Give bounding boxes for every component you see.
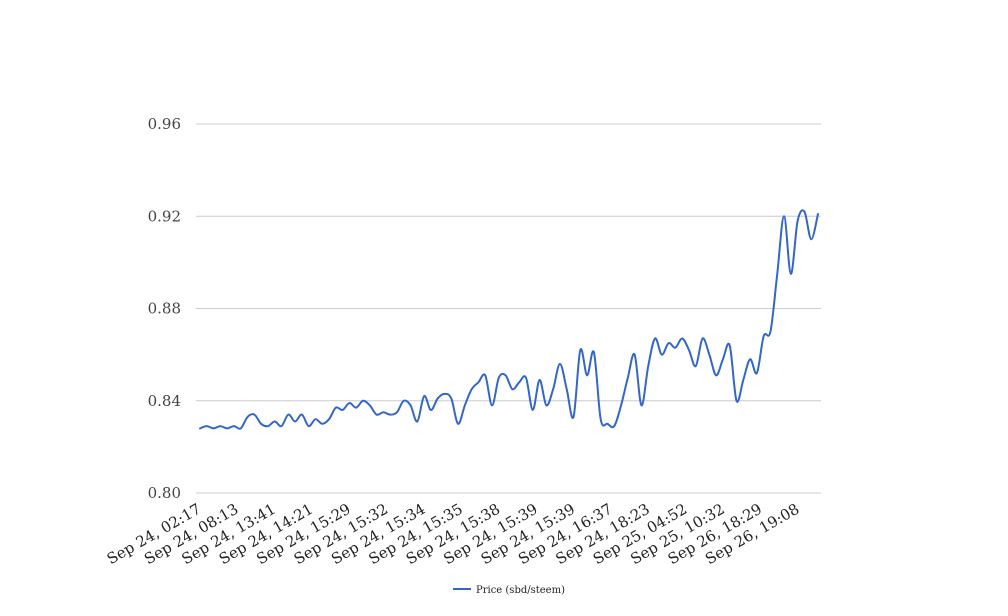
y-tick-label: 0.88 bbox=[148, 300, 181, 318]
legend-label-price: Price (sbd/steem) bbox=[476, 585, 565, 596]
y-tick-label: 0.84 bbox=[148, 392, 181, 410]
legend[interactable]: Price (sbd/steem) bbox=[453, 585, 565, 596]
y-tick-label: 0.92 bbox=[148, 207, 181, 225]
gridlines bbox=[196, 123, 821, 494]
series-line-price bbox=[199, 209, 819, 430]
y-tick-label: 0.96 bbox=[148, 115, 181, 133]
series-lines bbox=[199, 209, 819, 430]
y-axis-tick-labels: 0.80 0.84 0.88 0.92 0.96 bbox=[148, 115, 181, 502]
y-tick-label: 0.80 bbox=[148, 484, 181, 502]
